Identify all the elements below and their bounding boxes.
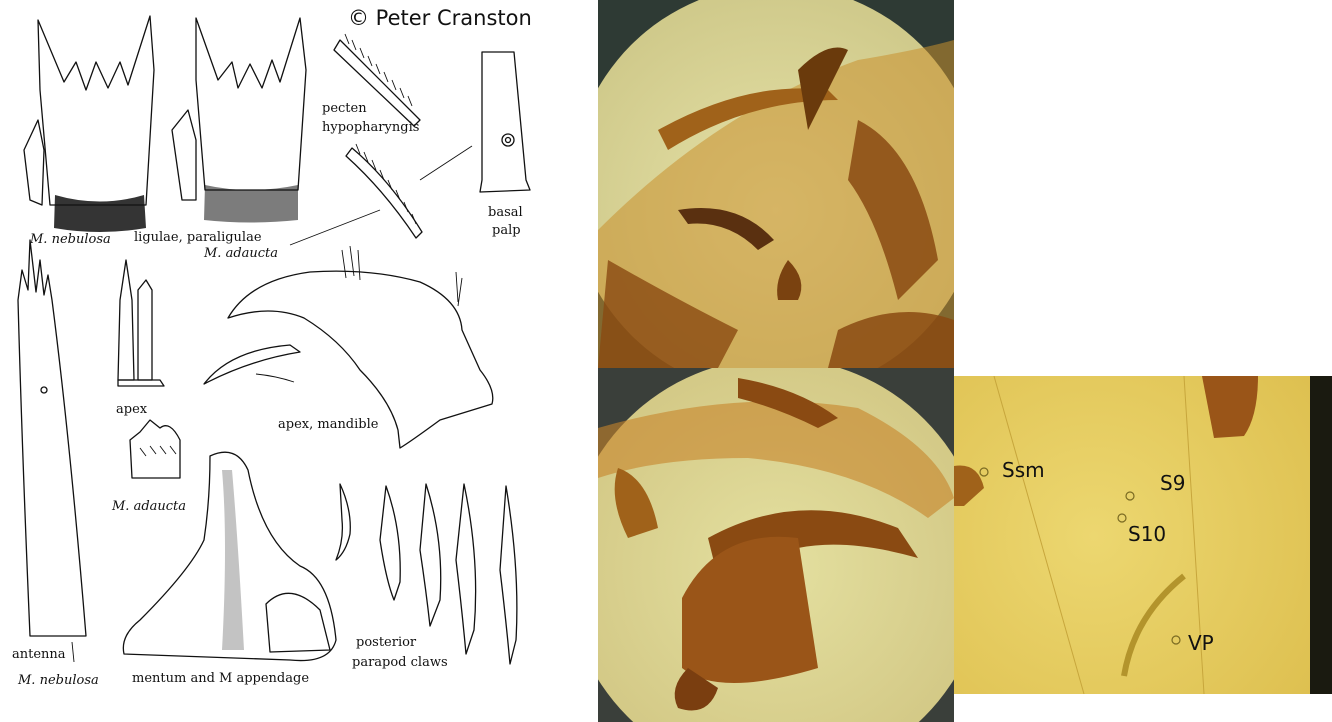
parapod-claws-drawing (335, 483, 518, 665)
ligula-nebulosa-drawing (23, 15, 155, 232)
copyright-text: © Peter Cranston (348, 6, 532, 30)
ligula-adaucta-drawing (171, 17, 307, 223)
label-posterior: posterior (356, 635, 417, 650)
label-ligulae: ligulae, paraligulae (134, 230, 262, 245)
annotation-ssm: Ssm (1002, 458, 1045, 482)
mentum-drawing (122, 419, 337, 662)
micrograph-mentum-svg (598, 368, 954, 722)
label-m-adaucta-pecten: M. adaucta (203, 246, 278, 261)
antenna-drawing (17, 239, 87, 637)
label-antenna: antenna (12, 647, 66, 662)
annotation-vp: VP (1188, 631, 1214, 655)
label-palp: palp (492, 223, 521, 238)
label-parapod-claws: parapod claws (352, 655, 448, 670)
antenna-apex-drawing (117, 259, 165, 387)
leader-line-adaucta (289, 209, 381, 246)
label-apex: apex (116, 402, 148, 417)
label-m-adaucta-mentum: M. adaucta (111, 499, 186, 514)
label-pecten: pecten (322, 101, 367, 116)
label-mentum: mentum and M appendage (132, 671, 309, 686)
pecten-drawing (333, 33, 423, 239)
line-drawing-plate: © Peter Cranston M. nebulosa ligulae, pa… (0, 0, 598, 722)
label-m-nebulosa-ligula: M. nebulosa (29, 232, 111, 247)
annotation-s9: S9 (1160, 471, 1185, 495)
micrograph-mandible-svg (598, 0, 954, 368)
micrograph-mentum (598, 368, 954, 722)
label-m-nebulosa-antenna: M. nebulosa (17, 673, 99, 688)
micrograph-setae: Ssm S9 S10 VP (954, 376, 1332, 694)
mandible-drawing (203, 245, 494, 449)
drawing-canvas: © Peter Cranston M. nebulosa ligulae, pa… (12, 6, 532, 688)
micrograph-mandible (598, 0, 954, 368)
basal-palp-drawing (419, 51, 531, 193)
label-basal: basal (488, 205, 523, 220)
label-hypopharyngis: hypopharyngis (322, 120, 419, 135)
micrograph-setae-svg: Ssm S9 S10 VP (954, 376, 1332, 694)
label-apex-mandible: apex, mandible (278, 417, 379, 432)
annotation-s10: S10 (1128, 522, 1166, 546)
